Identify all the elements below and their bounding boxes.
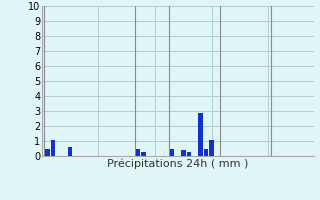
Bar: [51, 140, 55, 156]
Bar: [204, 148, 208, 156]
Bar: [45, 148, 50, 156]
X-axis label: Précipitations 24h ( mm ): Précipitations 24h ( mm ): [107, 159, 248, 169]
Bar: [209, 140, 214, 156]
Bar: [141, 152, 146, 156]
Bar: [187, 152, 191, 156]
Bar: [136, 148, 140, 156]
Bar: [181, 150, 186, 156]
Bar: [170, 148, 174, 156]
Bar: [198, 112, 203, 156]
Bar: [68, 147, 72, 156]
